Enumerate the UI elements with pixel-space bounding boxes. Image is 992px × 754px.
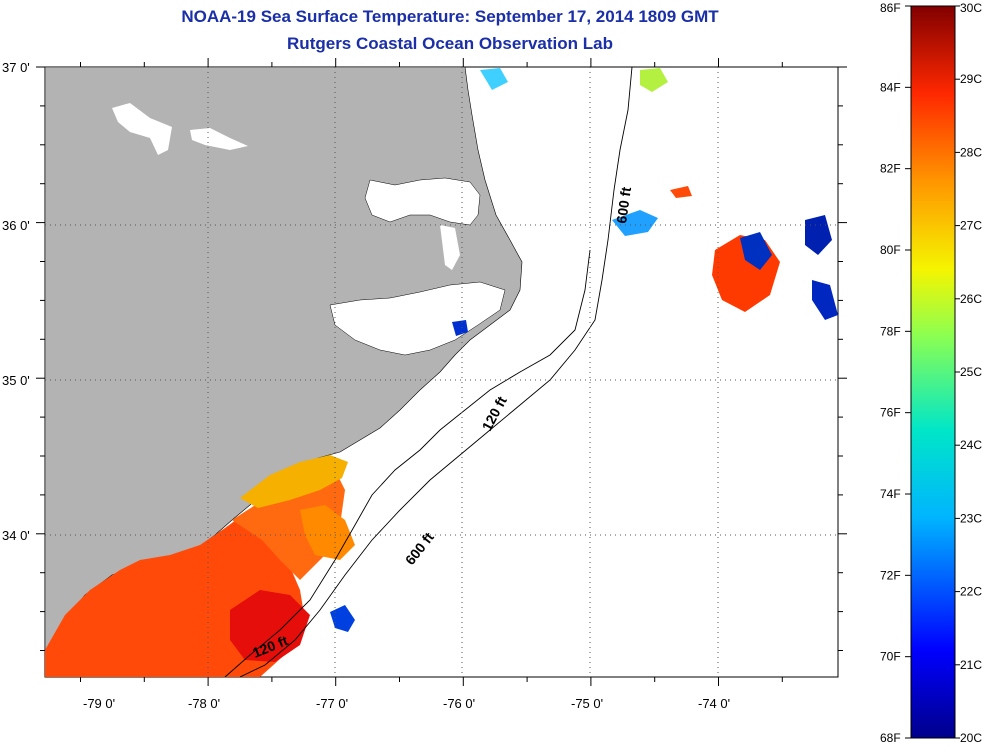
inland-lake	[190, 128, 248, 150]
colorbar-fahrenheit-label: 78F	[880, 324, 901, 338]
colorbar-celsius-label: 27C	[960, 219, 982, 233]
colorbar-celsius-label: 21C	[960, 658, 982, 672]
colorbar-celsius-label: 24C	[960, 438, 982, 452]
colorbar-celsius-label: 29C	[960, 72, 982, 86]
colorbar-fahrenheit-label: 86F	[880, 1, 901, 15]
inland-lake	[112, 103, 172, 155]
colorbar-fahrenheit-label: 82F	[880, 162, 901, 176]
lon-label: -75 0'	[571, 696, 603, 711]
colorbar-fahrenheit-label: 70F	[880, 650, 901, 664]
lon-label: -78 0'	[188, 696, 220, 711]
colorbar-fahrenheit-label: 80F	[880, 243, 901, 257]
lat-label: 34 0'	[2, 528, 30, 543]
depth-contour-600ft	[239, 67, 633, 677]
lon-label: -79 0'	[83, 696, 115, 711]
depth-label: 600 ft	[613, 186, 634, 225]
colorbar-celsius-label: 28C	[960, 145, 982, 159]
colorbar-fahrenheit-label: 68F	[880, 731, 901, 745]
map-title: NOAA-19 Sea Surface Temperature: Septemb…	[181, 7, 719, 26]
colorbar-fahrenheit-label: 74F	[880, 487, 901, 501]
colorbar-gradient	[910, 5, 956, 739]
colorbar-celsius-label: 25C	[960, 365, 982, 379]
colorbar-celsius-label: 20C	[960, 731, 982, 745]
river	[440, 225, 460, 270]
sst-data	[45, 68, 838, 677]
colorbar-celsius-label: 26C	[960, 292, 982, 306]
colorbar-celsius-label: 22C	[960, 585, 982, 599]
lon-label: -76 0'	[443, 696, 475, 711]
lat-label: 36 0'	[2, 218, 30, 233]
lon-label: -74 0'	[698, 696, 730, 711]
lat-label: 35 0'	[2, 373, 30, 388]
lat-label: 37 0'	[2, 60, 30, 75]
colorbar-fahrenheit-label: 76F	[880, 406, 901, 420]
colorbar-fahrenheit-label: 72F	[880, 568, 901, 582]
lon-label: -77 0'	[316, 696, 348, 711]
map-subtitle: Rutgers Coastal Ocean Observation Lab	[287, 34, 613, 53]
colorbar-celsius-label: 23C	[960, 511, 982, 525]
colorbar-celsius-label: 30C	[960, 1, 982, 15]
pamlico-sound	[329, 281, 506, 356]
colorbar-fahrenheit-label: 84F	[880, 80, 901, 94]
depth-contour-120ft	[224, 249, 591, 677]
